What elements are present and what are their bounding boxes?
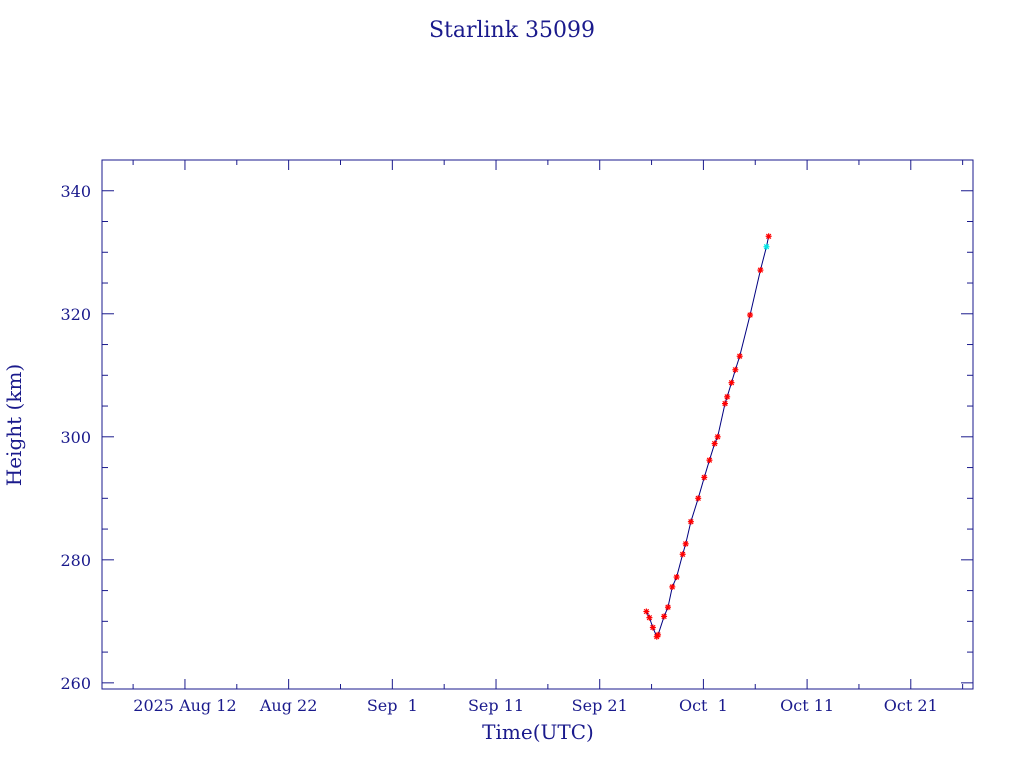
- data-point: [664, 604, 671, 611]
- data-point: [661, 613, 668, 620]
- x-tick-label: Oct 1: [679, 696, 728, 715]
- x-tick-label: Oct 11: [780, 696, 834, 715]
- y-tick-label: 340: [60, 182, 91, 201]
- x-axis-label: Time(UTC): [482, 720, 594, 744]
- x-tick-label: 2025 Aug 12: [133, 696, 236, 715]
- data-point: [711, 440, 718, 447]
- data-point: [714, 433, 721, 440]
- x-tick-label: Sep 11: [468, 696, 524, 715]
- data-point: [649, 624, 656, 631]
- data-point: [701, 474, 708, 481]
- data-point: [655, 631, 662, 638]
- data-point: [763, 243, 770, 250]
- y-tick-label: 300: [60, 428, 91, 447]
- x-tick-label: Sep 21: [572, 696, 628, 715]
- data-point: [706, 457, 713, 464]
- series-line: [645, 236, 770, 638]
- x-tick-label: Sep 1: [367, 696, 418, 715]
- data-point: [732, 366, 739, 373]
- data-point: [695, 495, 702, 502]
- data-point: [679, 551, 686, 558]
- data-point: [687, 518, 694, 525]
- data-point: [728, 379, 735, 386]
- y-axis-label: Height (km): [2, 364, 26, 486]
- data-point: [673, 574, 680, 581]
- x-tick-label: Oct 21: [884, 696, 938, 715]
- data-point: [682, 540, 689, 547]
- data-point: [747, 312, 754, 319]
- data-point: [643, 608, 650, 615]
- data-points: [643, 233, 772, 640]
- data-point: [724, 393, 731, 400]
- data-point: [765, 233, 772, 240]
- data-point: [757, 267, 764, 274]
- axis-ticks: [102, 159, 973, 689]
- data-point: [669, 583, 676, 590]
- chart-title: Starlink 35099: [429, 18, 595, 43]
- y-tick-label: 260: [60, 674, 91, 693]
- tick-labels: 2025 Aug 12 Aug 22 Sep 1 Sep 11 Sep 21 Oct 1 O…: [60, 182, 937, 715]
- data-point: [646, 614, 653, 621]
- x-tick-label: Aug 22: [259, 696, 318, 715]
- y-tick-label: 320: [60, 305, 91, 324]
- data-point: [736, 353, 743, 360]
- plot-frame: [101, 159, 974, 690]
- y-tick-label: 280: [60, 551, 91, 570]
- data-point: [722, 400, 729, 407]
